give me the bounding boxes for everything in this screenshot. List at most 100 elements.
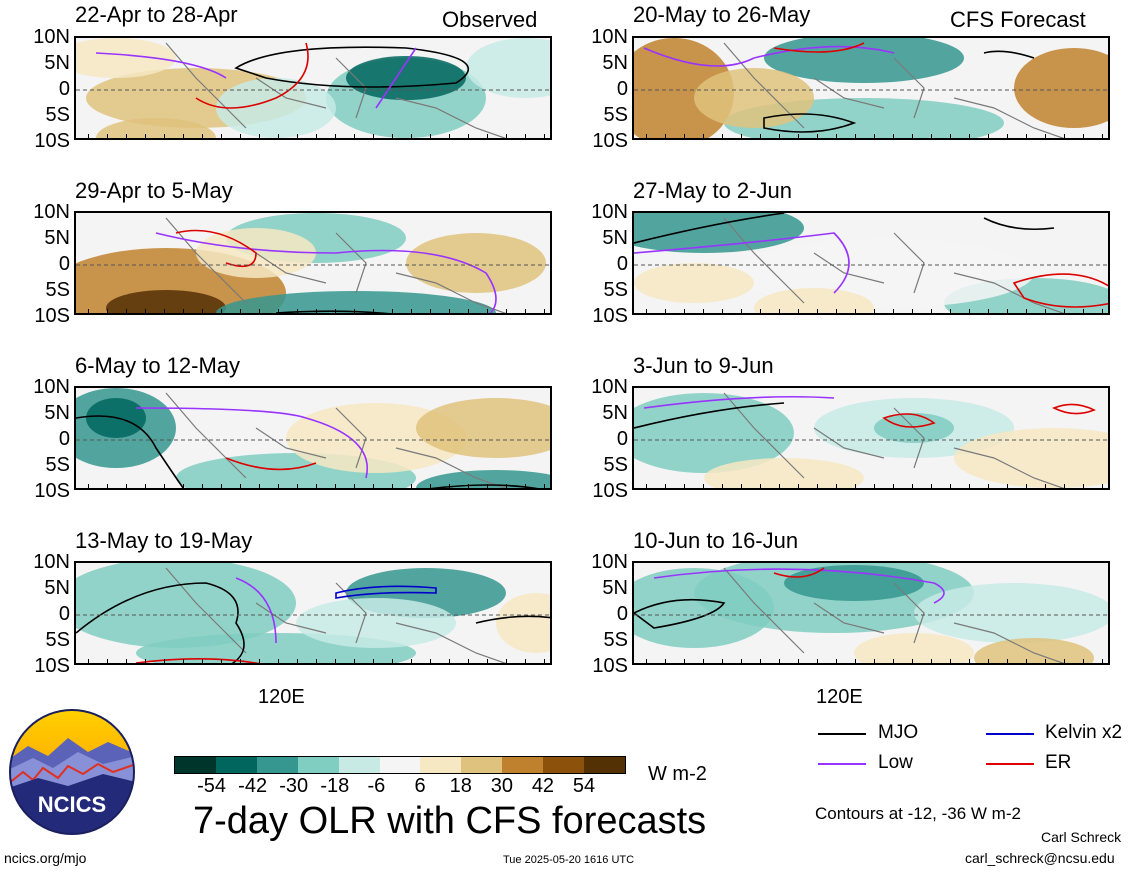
colorbar-tick-label: 18 [449,775,472,797]
contour-line [1052,403,1096,415]
colorbar-tick-label: 54 [572,775,596,797]
olr-field [634,38,1108,138]
x-tick [297,309,298,315]
contour-line [773,567,825,578]
lat-tick-label: 5S [45,629,70,651]
olr-anomaly-region [106,290,226,313]
x-tick [544,659,545,665]
x-tick [164,134,165,140]
x-tick [1064,309,1065,315]
olr-anomaly-region [296,598,456,648]
colorbar-swatch [175,757,216,773]
lat-tick-label: 5S [603,454,628,476]
contour-line [634,232,850,294]
x-tick [145,309,146,315]
x-tick [316,134,317,140]
olr-anomaly-region [406,233,546,293]
lat-tick-label: 5N [602,52,628,74]
x-tick [646,309,647,315]
x-tick [1026,484,1027,490]
x-tick [373,659,374,665]
x-tick [855,309,856,315]
x-tick [950,659,951,665]
x-tick [1026,659,1027,665]
x-tick [779,484,780,490]
x-tick [354,134,355,140]
x-tick [202,134,203,140]
olr-anomaly-region [76,38,176,78]
x-tick [722,484,723,490]
x-tick [202,309,203,315]
panel-title: 27-May to 2-Jun [633,178,792,203]
olr-anomaly-region [634,263,754,303]
x-tick [487,309,488,315]
x-tick [646,484,647,490]
x-tick [836,659,837,665]
x-tick [316,309,317,315]
x-tick [950,484,951,490]
x-tick [855,484,856,490]
logo-text: NCICS [38,792,106,817]
contour-line [634,598,726,629]
lat-tick-label: 0 [58,253,70,275]
x-tick [912,309,913,315]
x-tick [969,484,970,490]
contour-line [155,232,497,313]
x-tick [1007,134,1008,140]
contour-line [773,42,865,53]
x-tick [741,659,742,665]
x-axis-label: 120E [816,686,863,708]
x-tick [449,134,450,140]
lat-tick-label: 10N [33,201,70,223]
lat-tick-label: 10S [592,480,628,502]
lat-tick-label: 5N [44,52,70,74]
x-tick [297,134,298,140]
x-tick [544,309,545,315]
x-tick [449,659,450,665]
x-tick [221,309,222,315]
olr-anomaly-region [694,68,814,128]
x-tick [741,484,742,490]
lat-tick-label: 10N [591,551,628,573]
colorbar-swatch [379,757,421,773]
x-tick [506,134,507,140]
coastline [165,392,507,488]
x-tick [836,134,837,140]
x-tick [88,134,89,140]
lat-tick-label: 5S [603,104,628,126]
x-tick [1102,484,1103,490]
x-tick [1045,659,1046,665]
x-tick [392,134,393,140]
x-tick [164,309,165,315]
x-tick [1045,484,1046,490]
x-tick [931,134,932,140]
x-tick [297,484,298,490]
legend-label-kelvin: Kelvin x2 [1045,722,1123,743]
contour-line [335,585,437,599]
x-tick [1007,309,1008,315]
x-tick [969,659,970,665]
olr-anomaly-region [496,593,550,653]
olr-map-panel [632,386,1110,490]
x-tick [893,659,894,665]
lat-tick-label: 0 [616,603,628,625]
colorbar-swatch [543,757,585,773]
contour-line [175,229,257,268]
x-tick [316,659,317,665]
x-tick [1083,659,1084,665]
x-tick [874,134,875,140]
x-tick [126,659,127,665]
ncics-logo: NCICS [8,708,136,836]
x-tick [202,659,203,665]
x-tick [1026,309,1027,315]
lat-tick-label: 10S [34,130,70,152]
colorbar-swatch [584,757,625,773]
x-tick [335,659,336,665]
x-tick [240,659,241,665]
x-tick [988,659,989,665]
x-tick [722,134,723,140]
colorbar-swatch [256,757,298,773]
x-tick [969,134,970,140]
x-tick [817,134,818,140]
contour-line [643,45,895,67]
